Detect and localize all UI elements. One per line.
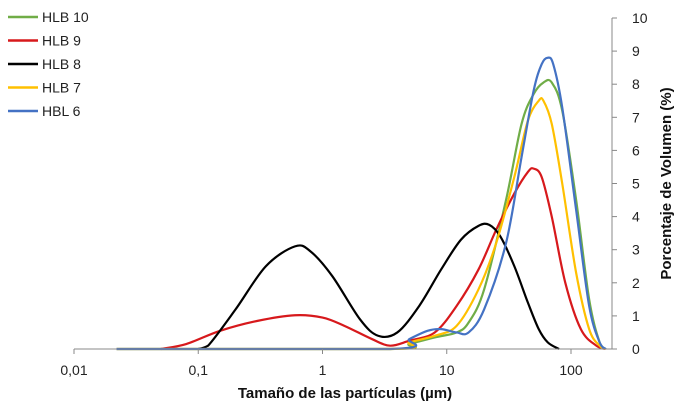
x-tick-label: 100 [559, 362, 583, 378]
y-tick-label: 10 [632, 10, 648, 26]
y-tick-label: 2 [632, 275, 640, 291]
y-tick-label: 3 [632, 242, 640, 258]
series-line-hbl-6 [116, 56, 607, 351]
legend-label: HLB 8 [42, 56, 81, 72]
y-tick-label: 7 [632, 109, 640, 125]
legend: HLB 10 HLB 9 HLB 8 HLB 7 HBL 6 [8, 9, 89, 119]
y-tick-label: 5 [632, 176, 640, 192]
y-tick-label: 6 [632, 142, 640, 158]
y-tick-label: 8 [632, 76, 640, 92]
y-tick-label: 1 [632, 308, 640, 324]
axes: 0,01 0,1 1 10 100 0 1 2 3 4 5 6 7 8 9 10 [60, 10, 647, 378]
x-tick-label: 1 [319, 362, 327, 378]
legend-label: HBL 6 [42, 103, 81, 119]
series-line-hlb-10 [116, 78, 607, 351]
series-lines [116, 56, 607, 351]
x-axis-title: Tamaño de las partículas (µm) [238, 385, 452, 402]
series-line-hlb-8 [197, 222, 560, 351]
series-line-hlb-9 [160, 167, 607, 351]
legend-label: HLB 9 [42, 33, 81, 49]
x-tick-label: 0,1 [189, 362, 209, 378]
legend-label: HLB 7 [42, 80, 81, 96]
y-axis-title: Porcentaje de Volumen (%) [658, 87, 675, 279]
y-tick-label: 0 [632, 341, 640, 357]
x-tick-label: 10 [439, 362, 455, 378]
y-tick-label: 9 [632, 43, 640, 59]
legend-label: HLB 10 [42, 9, 89, 25]
y-tick-label: 4 [632, 209, 640, 225]
x-tick-label: 0,01 [60, 362, 87, 378]
series-line-hlb-7 [116, 96, 607, 351]
